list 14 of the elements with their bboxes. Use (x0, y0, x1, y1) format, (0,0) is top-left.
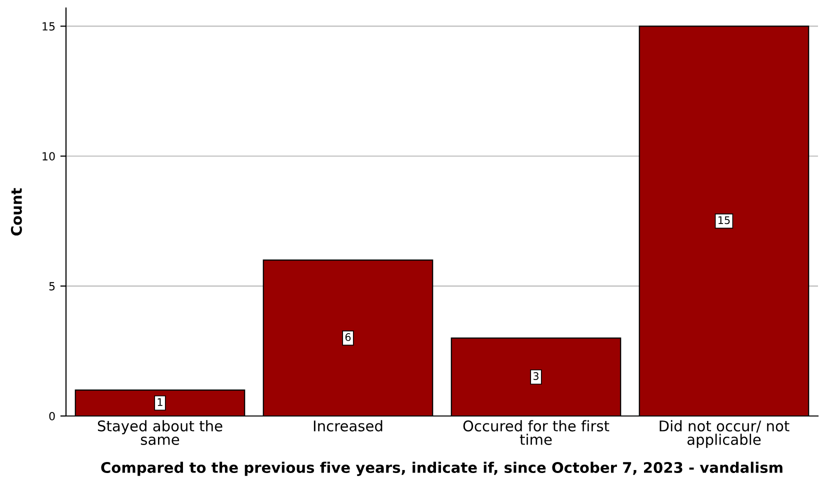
y-tick-label: 5 (49, 282, 55, 290)
x-tick-label: Occured for the first time (463, 420, 610, 446)
data-label: 1 (158, 398, 162, 406)
data-label: 15 (718, 216, 730, 224)
y-axis-title: Count (10, 188, 22, 236)
x-tick-label: Did not occur/ not applicable (660, 420, 790, 448)
y-tick-label: 15 (42, 22, 55, 31)
data-label: 3 (533, 372, 538, 380)
data-label: 6 (345, 333, 351, 342)
x-tick-label: Increased (314, 420, 382, 432)
y-tick-label: 10 (42, 152, 55, 161)
x-tick-label: Stayed about the same (98, 420, 222, 446)
y-tick-label: 0 (49, 412, 55, 420)
x-axis-title: Compared to the previous five years, indicate if, since October 7, 2023 - vandalism (101, 462, 782, 476)
